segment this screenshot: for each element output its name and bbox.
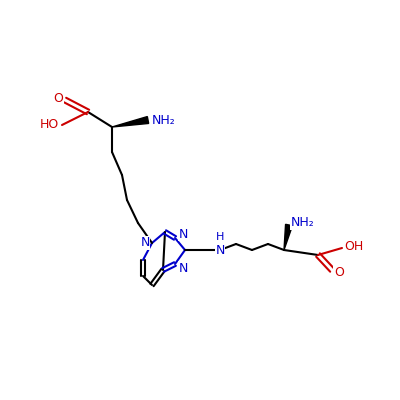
Text: HO: HO bbox=[40, 118, 59, 132]
Text: N: N bbox=[140, 236, 150, 250]
Polygon shape bbox=[284, 224, 292, 250]
Text: O: O bbox=[53, 92, 63, 104]
Text: NH₂: NH₂ bbox=[291, 216, 315, 230]
Text: H: H bbox=[216, 232, 224, 242]
Text: N: N bbox=[178, 262, 188, 274]
Text: O: O bbox=[334, 266, 344, 278]
Polygon shape bbox=[112, 116, 149, 127]
Text: N: N bbox=[178, 228, 188, 240]
Text: NH₂: NH₂ bbox=[152, 114, 176, 126]
Text: OH: OH bbox=[344, 240, 363, 252]
Text: N: N bbox=[215, 244, 225, 256]
